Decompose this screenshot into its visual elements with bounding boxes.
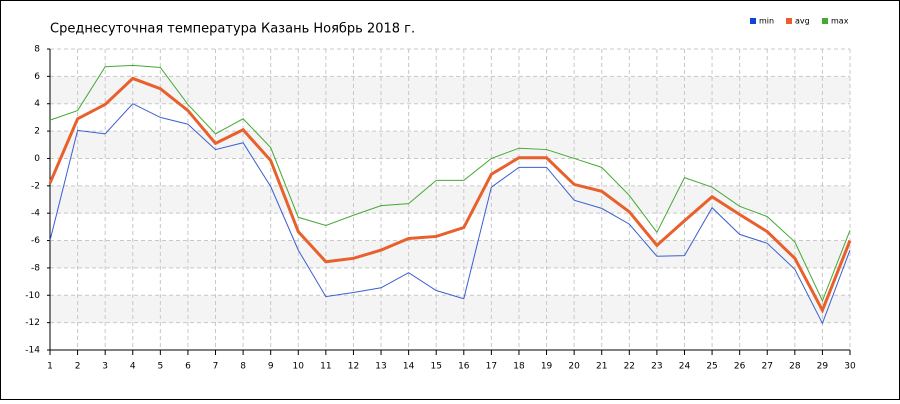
x-tick-label: 15: [430, 362, 441, 372]
x-tick-label: 16: [458, 362, 470, 372]
legend-label: min: [759, 17, 774, 26]
y-tick-label: 4: [34, 99, 40, 109]
x-tick-label: 28: [789, 362, 801, 372]
x-tick-label: 24: [679, 362, 691, 372]
x-tick-label: 9: [268, 362, 274, 372]
y-tick-label: -4: [31, 209, 40, 219]
legend-swatch: [786, 18, 792, 24]
x-tick-label: 13: [375, 362, 386, 372]
y-tick-label: -8: [31, 263, 40, 273]
y-tick-label: -6: [31, 236, 40, 246]
line-min: [49, 103, 851, 325]
y-tick-label: 0: [34, 154, 40, 164]
chart-title: Среднесуточная температура Казань Ноябрь…: [50, 22, 415, 37]
y-tick-label: -12: [25, 318, 40, 328]
x-tick-label: 18: [513, 362, 525, 372]
legend-swatch: [750, 18, 756, 24]
x-tick-label: 25: [706, 362, 717, 372]
y-tick-label: -2: [31, 181, 40, 191]
x-tick-label: 30: [844, 362, 856, 372]
y-tick-label: -10: [25, 291, 40, 301]
x-tick-label: 12: [348, 362, 359, 372]
x-tick-label: 22: [624, 362, 635, 372]
x-tick-label: 1: [47, 362, 53, 372]
y-tick-label: 8: [34, 45, 40, 55]
x-tick-label: 26: [734, 362, 746, 372]
x-tick-label: 5: [157, 362, 163, 372]
x-tick-label: 17: [486, 362, 497, 372]
x-tick-label: 19: [541, 362, 553, 372]
x-tick-label: 3: [102, 362, 108, 372]
x-tick-label: 4: [130, 362, 136, 372]
y-tick-label: 6: [34, 72, 40, 82]
y-tick-label: 2: [34, 127, 40, 137]
x-tick-label: 8: [240, 362, 246, 372]
x-tick-label: 2: [75, 362, 81, 372]
legend-swatch: [822, 18, 828, 24]
legend-label: max: [831, 17, 849, 26]
band: [50, 76, 850, 104]
x-tick-label: 29: [817, 362, 829, 372]
y-tick-label: -14: [25, 346, 40, 356]
x-tick-label: 20: [568, 362, 580, 372]
legend-label: avg: [795, 17, 810, 26]
band: [50, 295, 850, 323]
x-tick-label: 10: [293, 362, 305, 372]
x-tick-label: 14: [403, 362, 415, 372]
line-avg: [48, 76, 852, 314]
x-tick-label: 21: [596, 362, 607, 372]
x-tick-label: 6: [185, 362, 191, 372]
band: [50, 131, 850, 159]
x-tick-label: 23: [651, 362, 662, 372]
x-tick-label: 11: [320, 362, 331, 372]
band: [50, 240, 850, 268]
line-max: [49, 64, 851, 303]
x-tick-label: 27: [762, 362, 773, 372]
x-tick-label: 7: [213, 362, 219, 372]
